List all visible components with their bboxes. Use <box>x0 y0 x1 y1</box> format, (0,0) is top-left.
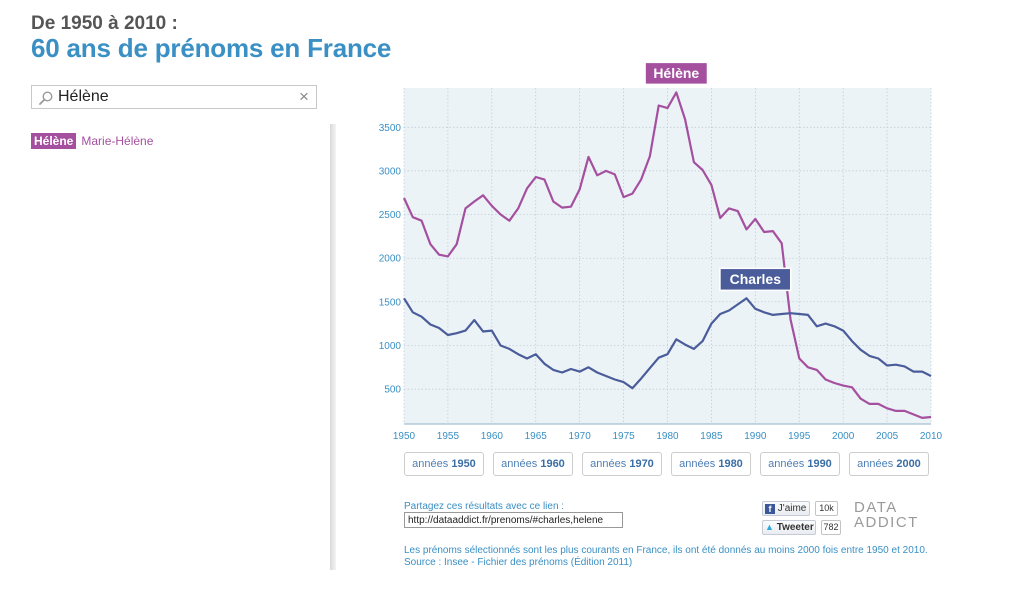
x-tick-label: 1980 <box>656 431 679 442</box>
series-label: Charles <box>730 271 782 287</box>
series-line-charles <box>403 297 932 390</box>
selection-note: Les prénoms sélectionnés sont les plus c… <box>404 545 928 556</box>
decade-year: 1950 <box>451 458 476 470</box>
decade-button-2000[interactable]: années 2000 <box>849 452 929 476</box>
decade-button-1980[interactable]: années 1980 <box>671 452 751 476</box>
tweet-button[interactable]: ▲ Tweeter <box>762 520 816 535</box>
decade-prefix: années <box>768 458 805 470</box>
x-tick-label: 1960 <box>481 431 504 442</box>
logo-line-2: ADDICT <box>854 514 919 531</box>
y-tick-label: 3500 <box>379 123 402 134</box>
decade-prefix: années <box>857 458 894 470</box>
page-kicker: De 1950 à 2010 : <box>31 13 178 34</box>
y-tick-label: 1000 <box>379 341 402 352</box>
facebook-icon: f <box>765 504 775 514</box>
chip-marie-helene[interactable]: Marie-Hélène <box>81 134 154 148</box>
decade-year: 1960 <box>540 458 565 470</box>
x-tick-label: 1950 <box>393 431 416 442</box>
decade-button-1950[interactable]: années 1950 <box>404 452 484 476</box>
series-label-box <box>719 267 792 292</box>
decade-year: 1970 <box>629 458 654 470</box>
facebook-like-count: 10k <box>815 501 838 516</box>
tweet-count: 782 <box>821 520 841 535</box>
decade-button-1960[interactable]: années 1960 <box>493 452 573 476</box>
y-tick-label: 500 <box>384 385 401 396</box>
y-tick-label: 2500 <box>379 210 402 221</box>
x-tick-label: 2005 <box>876 431 899 442</box>
clear-search-icon[interactable]: × <box>299 87 309 106</box>
x-tick-label: 1955 <box>437 431 460 442</box>
sidebar-divider <box>330 124 336 570</box>
share-label: Partagez ces résultats avec ce lien : <box>404 501 565 512</box>
search-input[interactable] <box>58 87 298 107</box>
data-addict-logo: DATA ADDICT <box>854 500 934 530</box>
chip-selected-helene[interactable]: Hélène <box>31 133 77 149</box>
decade-year: 1990 <box>807 458 832 470</box>
tweet-label: Tweeter <box>776 522 814 533</box>
series-line-helene <box>403 91 932 419</box>
facebook-like-label: J'aime <box>777 503 807 514</box>
decade-prefix: années <box>590 458 627 470</box>
source-note: Source : Insee - Fichier des prénoms (Éd… <box>404 557 633 568</box>
decade-year: 2000 <box>896 458 921 470</box>
x-tick-label: 1995 <box>788 431 811 442</box>
search-icon <box>38 90 54 111</box>
page-title: 60 ans de prénoms en France <box>31 33 392 63</box>
decade-button-1990[interactable]: années 1990 <box>760 452 840 476</box>
facebook-like-button[interactable]: f J'aime <box>762 501 810 516</box>
x-tick-label: 1990 <box>744 431 767 442</box>
x-tick-label: 1985 <box>700 431 723 442</box>
y-tick-label: 1500 <box>379 297 402 308</box>
x-tick-label: 1965 <box>525 431 548 442</box>
search-box[interactable]: × <box>31 85 317 109</box>
name-chips: Hélène Marie-Hélène <box>31 133 154 149</box>
decade-button-1970[interactable]: années 1970 <box>582 452 662 476</box>
logo-line-1: DATA <box>854 499 898 516</box>
y-tick-label: 3000 <box>379 166 402 177</box>
y-tick-label: 2000 <box>379 254 402 265</box>
series-label-box <box>644 61 709 86</box>
share-link-field[interactable] <box>404 512 623 528</box>
x-tick-label: 2010 <box>920 431 943 442</box>
x-tick-label: 1975 <box>612 431 635 442</box>
series-label: Hélène <box>653 65 699 81</box>
decade-prefix: années <box>412 458 449 470</box>
decade-prefix: années <box>501 458 538 470</box>
x-tick-label: 1970 <box>569 431 592 442</box>
x-tick-label: 2000 <box>832 431 855 442</box>
decade-year: 1980 <box>718 458 743 470</box>
decade-prefix: années <box>679 458 716 470</box>
twitter-bird-icon: ▲ <box>765 522 774 532</box>
